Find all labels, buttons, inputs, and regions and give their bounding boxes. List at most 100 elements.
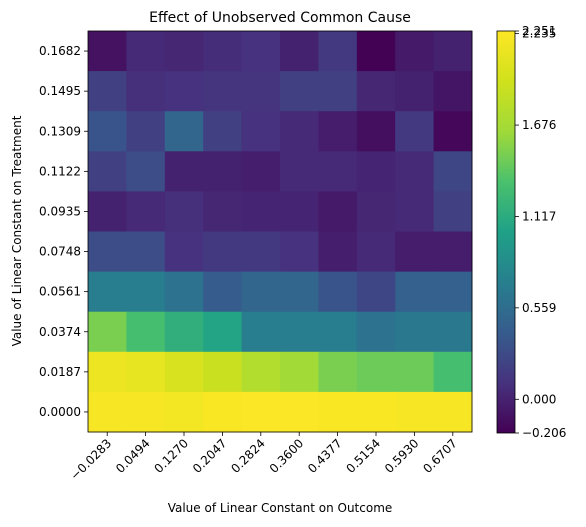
heatmap-cell [280,311,319,353]
heatmap-cell [318,231,358,273]
heatmap-cell [203,71,243,112]
heatmap-cell [88,271,127,313]
heatmap-cell [126,391,166,433]
heatmap-cell [241,271,281,313]
heatmap-cell [395,111,435,152]
heatmap-cell [318,151,358,192]
heatmap-cell [356,351,396,393]
y-tick-label: 0.1495 [39,84,81,98]
y-tick-label: 0.0561 [39,285,81,299]
heatmap-cell [433,311,473,353]
heatmap-cell [280,111,319,152]
heatmap-cell [280,351,319,393]
y-axis-label: Value of Linear Constant on Treatment [10,115,24,346]
x-tick-label: 0.5154 [344,436,384,476]
y-tick-label: 0.1309 [39,124,81,138]
heatmap-cell [318,71,358,112]
heatmap-cell [88,151,127,192]
colorbar-tick-label: −0.206 [522,426,566,440]
heatmap-cell [164,391,204,433]
heatmap-cell [164,111,204,152]
x-tick-label: 0.5930 [382,436,422,476]
heatmap-cell [318,111,358,152]
heatmap-cell [241,231,281,273]
x-tick-label: 0.3600 [267,436,307,476]
heatmap-cell [203,351,243,393]
heatmap-cell [126,351,166,393]
heatmap-cell [280,151,319,192]
colorbar-tick-label: 1.117 [522,210,556,224]
heatmap-cell [395,351,435,393]
x-tick-label: 0.1270 [152,436,192,476]
colorbar-tick-label: 2.235 [522,27,556,41]
heatmap-cell [433,31,473,72]
heatmap-cell [88,111,127,152]
x-tick-label: 0.2824 [228,436,268,476]
heatmap-cell [318,351,358,393]
heatmap-cell [88,351,127,393]
heatmap-cell [126,111,166,152]
heatmap-cell [164,31,204,72]
heatmap-cell [280,391,319,433]
plot-frame [87,30,473,433]
heatmap-cell [241,111,281,152]
heatmap-cell [433,231,473,273]
heatmap-cell [126,71,166,112]
heatmap-cell [88,191,127,232]
chart-title: Effect of Unobserved Common Cause [149,10,411,26]
heatmap-cell [164,71,204,112]
heatmap-cell [203,231,243,273]
heatmap-cell [88,31,127,72]
heatmap-cell [280,191,319,232]
heatmap-cell [241,31,281,72]
heatmap-cell [356,231,396,273]
heatmap-cell [395,391,435,433]
heatmap-cell [126,311,166,353]
y-tick-label: 0.1682 [39,44,81,58]
heatmap-cell [318,271,358,313]
heatmap-cell [433,151,473,192]
heatmap-cell [280,271,319,313]
y-tick-label: 0.0935 [39,204,81,218]
heatmap-cell [356,71,396,112]
heatmap-cell [241,391,281,433]
heatmap-cell [126,31,166,72]
heatmap-cell [241,71,281,112]
heatmap-cell [356,31,396,72]
y-tick-label: 0.0187 [39,365,81,379]
heatmap-cell [433,111,473,152]
heatmap-cell [318,311,358,353]
colorbar-tick-label: 0.000 [522,392,556,406]
heatmap-cell [88,71,127,112]
heatmap-cell [203,191,243,232]
y-tick-label: 0.0000 [39,405,81,419]
heatmap-cell [164,271,204,313]
heatmap-cell [241,151,281,192]
heatmap-cell [203,31,243,72]
colorbar-frame [496,30,516,434]
heatmap-cell [356,191,396,232]
heatmap-cell [280,231,319,273]
heatmap-cell [164,231,204,273]
x-tick-label: 0.6707 [420,436,460,476]
heatmap-cell [318,191,358,232]
y-tick-label: 0.0748 [39,245,81,259]
heatmap-cell [126,231,166,273]
heatmap-cell [203,111,243,152]
y-tick-label: 0.0374 [39,325,81,339]
heatmap-cell [241,311,281,353]
heatmap-cell [395,271,435,313]
heatmap-cell [164,311,204,353]
colorbar-tick-label: 0.559 [522,301,556,315]
heatmap-cell [241,351,281,393]
x-tick-label: 0.0494 [113,436,153,476]
heatmap-cell [126,191,166,232]
colorbar-tick-label: 1.676 [522,118,556,132]
heatmap-cell [395,191,435,232]
colorbar-tick-label: 2.251 [522,24,556,38]
heatmap-cell [395,71,435,112]
heatmap-cell [126,271,166,313]
x-tick-label: 0.2047 [190,436,230,476]
heatmap-cell [280,71,319,112]
